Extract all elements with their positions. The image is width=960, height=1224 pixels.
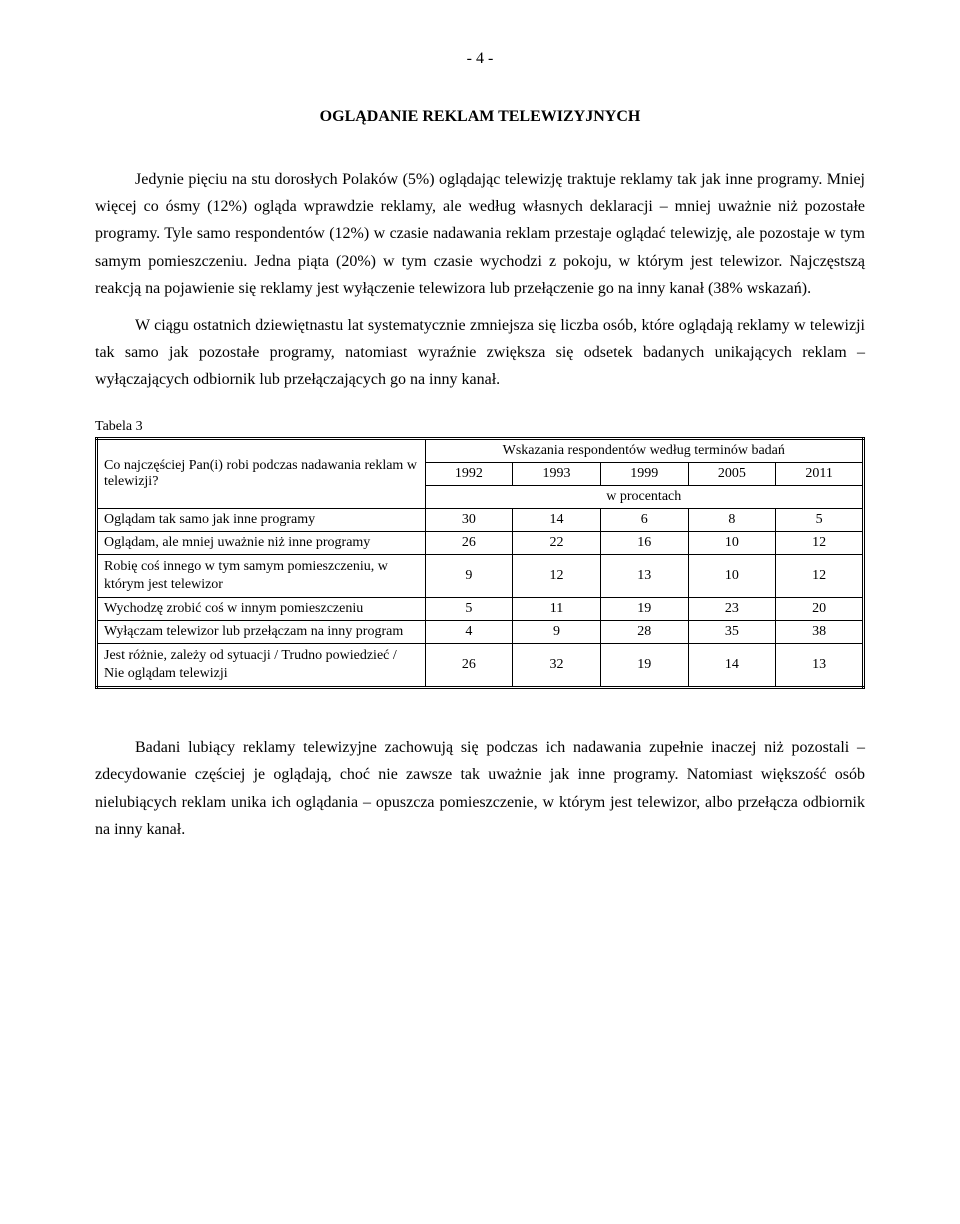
cell: 26: [425, 531, 513, 554]
cell: 19: [600, 597, 688, 620]
year-col-4: 2011: [776, 462, 864, 485]
table-row: Robię coś innego w tym samym pomieszczen…: [97, 554, 864, 597]
cell: 4: [425, 620, 513, 643]
cell: 10: [688, 554, 776, 597]
cell: 13: [776, 643, 864, 687]
row-label: Wychodzę zrobić coś w innym pomieszczeni…: [97, 597, 426, 620]
table-row: Oglądam tak samo jak inne programy 30 14…: [97, 508, 864, 531]
row-label: Oglądam, ale mniej uważnie niż inne prog…: [97, 531, 426, 554]
cell: 5: [425, 597, 513, 620]
cell: 12: [776, 531, 864, 554]
row-label: Robię coś innego w tym samym pomieszczen…: [97, 554, 426, 597]
year-col-1: 1993: [513, 462, 601, 485]
page-number: - 4 -: [95, 50, 865, 68]
cell: 20: [776, 597, 864, 620]
cell: 26: [425, 643, 513, 687]
table-row: Jest różnie, zależy od sytuacji / Trudno…: [97, 643, 864, 687]
year-col-2: 1999: [600, 462, 688, 485]
cell: 38: [776, 620, 864, 643]
cell: 10: [688, 531, 776, 554]
table-row: Wychodzę zrobić coś w innym pomieszczeni…: [97, 597, 864, 620]
table-label: Tabela 3: [95, 419, 865, 435]
table-row: Wyłączam telewizor lub przełączam na inn…: [97, 620, 864, 643]
cell: 16: [600, 531, 688, 554]
row-label: Jest różnie, zależy od sytuacji / Trudno…: [97, 643, 426, 687]
paragraph-1: Jedynie pięciu na stu dorosłych Polaków …: [95, 166, 865, 302]
cell: 12: [513, 554, 601, 597]
year-col-3: 2005: [688, 462, 776, 485]
cell: 19: [600, 643, 688, 687]
cell: 8: [688, 508, 776, 531]
cell: 32: [513, 643, 601, 687]
cell: 23: [688, 597, 776, 620]
cell: 22: [513, 531, 601, 554]
cell: 12: [776, 554, 864, 597]
cell: 28: [600, 620, 688, 643]
cell: 35: [688, 620, 776, 643]
row-label: Wyłączam telewizor lub przełączam na inn…: [97, 620, 426, 643]
cell: 30: [425, 508, 513, 531]
cell: 14: [513, 508, 601, 531]
paragraph-2: W ciągu ostatnich dziewiętnastu lat syst…: [95, 312, 865, 394]
row-label: Oglądam tak samo jak inne programy: [97, 508, 426, 531]
table-unit: w procentach: [425, 485, 863, 508]
paragraph-3: Badani lubiący reklamy telewizyjne zacho…: [95, 734, 865, 843]
table-header-title: Wskazania respondentów według terminów b…: [425, 438, 863, 462]
year-col-0: 1992: [425, 462, 513, 485]
cell: 13: [600, 554, 688, 597]
section-title: OGLĄDANIE REKLAM TELEWIZYJNYCH: [95, 108, 865, 126]
cell: 9: [425, 554, 513, 597]
table-row: Oglądam, ale mniej uważnie niż inne prog…: [97, 531, 864, 554]
cell: 11: [513, 597, 601, 620]
cell: 5: [776, 508, 864, 531]
cell: 6: [600, 508, 688, 531]
cell: 14: [688, 643, 776, 687]
data-table: Co najczęściej Pan(i) robi podczas nadaw…: [95, 437, 865, 690]
table-question: Co najczęściej Pan(i) robi podczas nadaw…: [97, 438, 426, 508]
cell: 9: [513, 620, 601, 643]
